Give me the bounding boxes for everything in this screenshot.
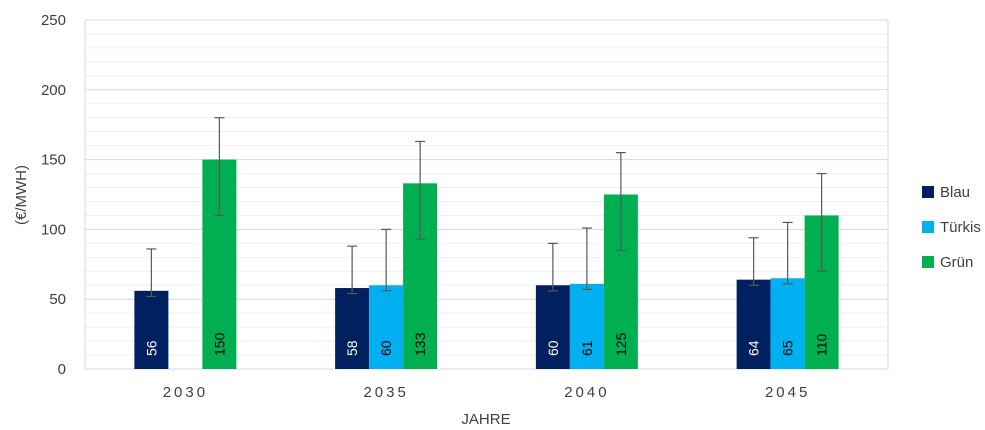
x-tick-label: 2040 [564,384,609,401]
data-label: 60 [378,340,394,356]
bar [770,278,805,369]
x-axis-title: JAHRE [461,411,510,428]
data-label: 58 [344,340,360,356]
legend-label: Türkis [940,219,981,236]
legend-swatch [922,221,934,233]
bar [369,285,404,369]
data-label: 64 [746,340,762,356]
data-label: 133 [412,332,428,356]
data-label: 125 [613,332,629,356]
bars: 56 58 60 64 60 61 65 150 133 125 110 [134,117,839,369]
x-tick-label: 2030 [163,384,208,401]
y-tick-label: 200 [41,82,66,99]
y-tick-label: 100 [41,221,66,238]
legend: Blau Türkis Grün [922,184,981,271]
y-tick-label: 50 [49,291,66,308]
data-label: 61 [579,340,595,356]
x-tick-label: 2045 [765,384,810,401]
y-tick-label: 250 [41,12,66,29]
y-tick-label: 0 [58,361,66,378]
y-tick-label: 150 [41,152,66,169]
legend-swatch [922,186,934,198]
data-label: 65 [780,340,796,356]
x-axis-ticks: 2030 2035 2040 2045 [163,384,810,401]
data-label: 56 [143,340,159,356]
x-tick-label: 2035 [363,384,408,401]
data-label: 60 [545,340,561,356]
bar [535,285,570,369]
legend-swatch [922,256,934,268]
bar [335,288,370,369]
y-axis-title: (€/MWH) [13,165,30,225]
bar [736,279,771,369]
bar [134,290,169,369]
legend-label: Blau [940,184,970,201]
y-axis-ticks: 0 50 100 150 200 250 [41,12,66,378]
legend-label: Grün [940,254,973,271]
bar [569,283,604,369]
data-label: 110 [814,333,830,356]
data-label: 150 [211,332,227,356]
